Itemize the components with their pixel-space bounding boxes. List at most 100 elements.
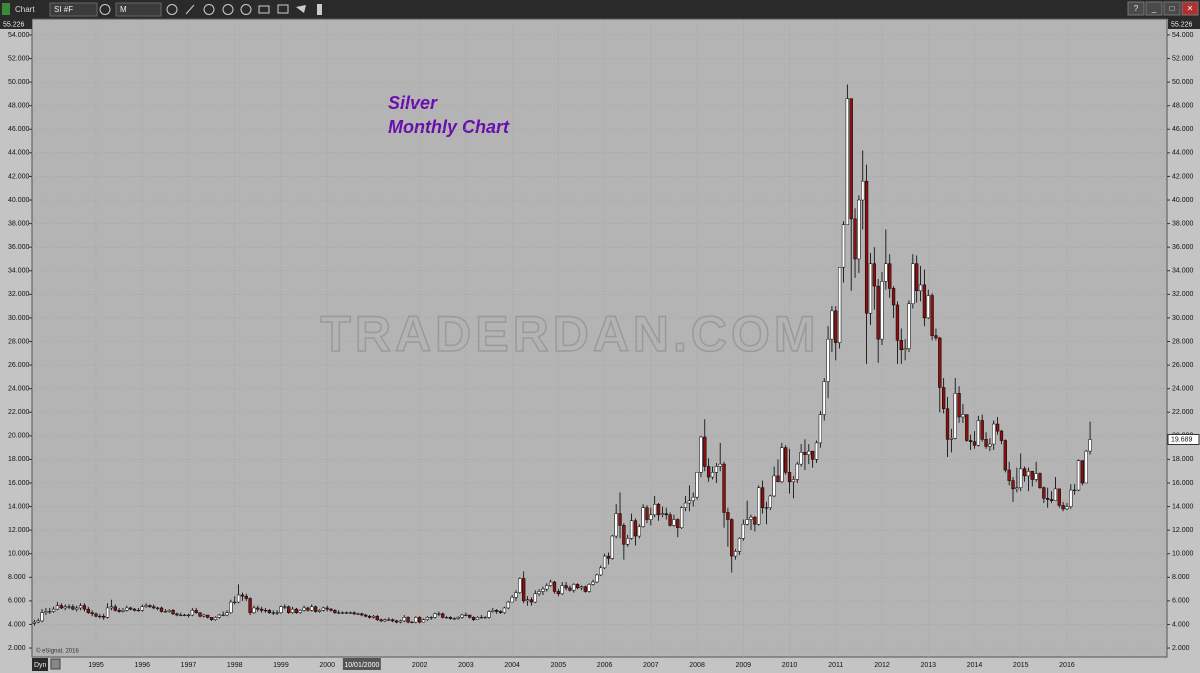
y-tick-label: 22.000 <box>8 409 30 416</box>
candle-body <box>730 519 734 557</box>
candle-body <box>1038 473 1042 488</box>
dyn-button[interactable] <box>32 658 48 671</box>
candle-body <box>753 516 757 525</box>
last-price-label: 19.689 <box>1171 436 1193 443</box>
candle-body <box>113 606 117 611</box>
candle-body <box>822 381 826 415</box>
candle-body <box>926 295 930 319</box>
candle-body <box>968 440 973 442</box>
candle-body <box>63 606 67 609</box>
candle-body <box>78 605 83 609</box>
y-tick-label: 50.000 <box>8 79 30 86</box>
twitter-icon[interactable] <box>296 5 306 13</box>
candle-body <box>872 263 876 287</box>
candle-body <box>568 587 572 591</box>
candle-body <box>356 613 360 615</box>
settings-icon[interactable] <box>240 4 252 15</box>
candle-body <box>448 617 453 619</box>
y-tick-label: 48.000 <box>8 103 30 110</box>
candle-body <box>938 337 942 388</box>
candle-body <box>837 266 842 343</box>
y-tick-label: 12.000 <box>8 527 30 534</box>
candle-body <box>498 611 503 613</box>
window-button[interactable] <box>1163 1 1181 16</box>
candle-body <box>845 98 849 226</box>
candle-body <box>140 606 144 611</box>
y-tick-label: 44.000 <box>8 150 30 157</box>
candle-body <box>514 592 518 598</box>
candle-body <box>491 610 495 612</box>
interval[interactable]: M <box>120 5 127 14</box>
candle-body <box>271 612 275 614</box>
y-tick-label: 32.000 <box>8 291 30 298</box>
candle-body <box>807 450 811 455</box>
link-chain-icon[interactable] <box>258 5 270 14</box>
x-tick-label: 2011 <box>828 662 843 669</box>
window-button[interactable] <box>1145 1 1163 16</box>
y-max-label: 55.226 <box>1171 21 1193 28</box>
symbol[interactable]: SI #F <box>54 5 73 14</box>
link-icon[interactable] <box>99 4 111 15</box>
facebook-icon[interactable] <box>317 4 322 15</box>
candle-body <box>888 263 892 289</box>
candle-body <box>922 284 927 319</box>
candle-body <box>591 581 595 585</box>
candle-body <box>614 513 618 537</box>
y-tick-label: 2.000 <box>1172 645 1190 652</box>
candle-body <box>857 199 861 260</box>
candle-body <box>760 487 765 508</box>
candle-body <box>371 615 376 618</box>
candle-body <box>102 615 106 618</box>
candle-body <box>510 597 514 603</box>
candle-body <box>1022 468 1027 477</box>
candle-body <box>984 439 988 447</box>
window-button-label[interactable]: □ <box>1170 4 1175 13</box>
candle-body <box>406 617 410 623</box>
dyn-label[interactable]: Dyn <box>34 662 47 669</box>
candle-body <box>1034 473 1038 480</box>
window-button-label[interactable]: ✕ <box>1187 4 1194 13</box>
scroll-icon[interactable] <box>50 658 61 670</box>
candle-body <box>988 443 992 447</box>
candle-body <box>1053 488 1058 501</box>
candle-body <box>55 605 60 610</box>
candle-body <box>375 615 379 620</box>
window-button[interactable] <box>1127 1 1145 16</box>
candle-body <box>714 466 718 473</box>
x-tick-label: 2004 <box>504 662 520 669</box>
candle-body <box>930 295 934 336</box>
candle-body <box>992 423 996 445</box>
candle-body <box>132 608 137 611</box>
comment-icon[interactable] <box>277 4 289 14</box>
x-tick-label: 2009 <box>736 662 752 669</box>
y-tick-label: 36.000 <box>8 244 30 251</box>
candle-body <box>40 612 44 622</box>
interval-box[interactable] <box>115 2 162 17</box>
candle-body <box>1026 470 1031 477</box>
draw-icon[interactable] <box>185 4 195 15</box>
candle-body <box>256 607 260 610</box>
refresh-icon[interactable] <box>203 4 215 15</box>
candle-body <box>745 519 749 525</box>
candle-body <box>48 611 52 613</box>
candle-body <box>344 612 349 614</box>
y-tick-label: 16.000 <box>1172 480 1194 487</box>
tab-label[interactable]: Chart <box>15 5 35 14</box>
candle-body <box>387 619 391 621</box>
candle-body <box>841 224 846 268</box>
window-button-label[interactable]: ? <box>1134 4 1139 13</box>
candle-body <box>129 607 133 610</box>
candle-body <box>221 614 225 616</box>
candle-body <box>136 610 141 612</box>
play-icon[interactable] <box>222 4 234 15</box>
candle-body <box>699 436 703 473</box>
clock-icon[interactable] <box>166 4 178 15</box>
candle-body <box>333 610 337 613</box>
candle-body <box>556 591 561 595</box>
window-button-label[interactable]: _ <box>1151 4 1157 13</box>
window-button[interactable] <box>1181 1 1199 16</box>
candle-body <box>460 614 464 618</box>
symbol-box[interactable] <box>49 2 98 17</box>
candle-body <box>672 519 676 526</box>
